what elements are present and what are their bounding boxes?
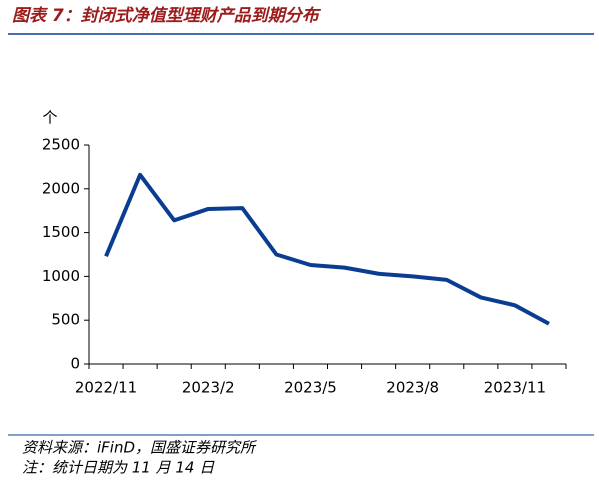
y-tick-label: 2000	[42, 179, 80, 197]
y-tick-label: 1500	[42, 223, 80, 241]
chart-title: 图表 7：封闭式净值型理财产品到期分布	[12, 6, 322, 26]
x-tick-label: 2023/2	[182, 379, 235, 397]
y-tick-label: 2500	[42, 136, 80, 154]
y-tick-label: 1000	[42, 267, 80, 285]
x-tick-label: 2022/11	[75, 379, 137, 397]
source: 资料来源：iFinD，国盛证券研究所	[22, 439, 257, 457]
y-tick-label: 500	[51, 311, 80, 329]
x-tick-label: 2023/5	[284, 379, 337, 397]
y-tick-label: 0	[70, 355, 80, 373]
x-tick-label: 2023/11	[484, 379, 546, 397]
line-series	[104, 172, 550, 326]
x-tick-label: 2023/8	[386, 379, 439, 397]
note: 注：统计日期为 11 月 14 日	[22, 459, 215, 477]
y-axis-unit: 个	[42, 109, 57, 127]
